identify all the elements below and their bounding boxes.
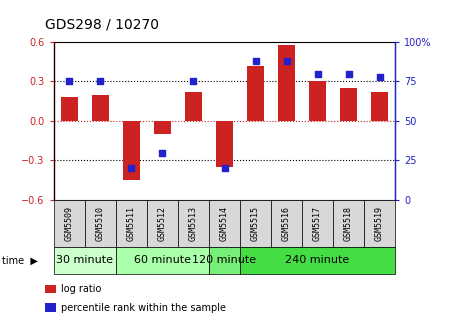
Text: 240 minute: 240 minute <box>286 255 350 265</box>
Text: GSM5515: GSM5515 <box>251 206 260 241</box>
Bar <box>209 200 240 247</box>
Bar <box>85 200 116 247</box>
Text: log ratio: log ratio <box>61 284 101 294</box>
Bar <box>240 200 271 247</box>
Point <box>221 166 228 171</box>
Bar <box>154 121 171 134</box>
Bar <box>92 95 109 121</box>
Text: GSM5514: GSM5514 <box>220 206 229 241</box>
Bar <box>302 200 333 247</box>
Point <box>97 79 104 84</box>
Bar <box>178 200 209 247</box>
Bar <box>271 200 302 247</box>
Bar <box>371 92 388 121</box>
Bar <box>123 121 140 180</box>
Text: GSM5510: GSM5510 <box>96 206 105 241</box>
Bar <box>278 45 295 121</box>
Bar <box>185 92 202 121</box>
Text: GSM5513: GSM5513 <box>189 206 198 241</box>
Bar <box>333 200 364 247</box>
Point <box>252 58 259 64</box>
Point <box>159 150 166 155</box>
Text: 120 minute: 120 minute <box>193 255 256 265</box>
Bar <box>116 200 147 247</box>
Point <box>128 166 135 171</box>
Point <box>345 71 352 76</box>
Bar <box>147 200 178 247</box>
Bar <box>54 200 85 247</box>
Bar <box>364 200 395 247</box>
Point <box>376 74 383 79</box>
Text: GDS298 / 10270: GDS298 / 10270 <box>45 18 159 32</box>
Bar <box>209 247 240 274</box>
Point <box>314 71 321 76</box>
Text: GSM5519: GSM5519 <box>375 206 384 241</box>
Bar <box>247 66 264 121</box>
Bar <box>61 97 78 121</box>
Bar <box>340 88 357 121</box>
Text: GSM5509: GSM5509 <box>65 206 74 241</box>
Point <box>283 58 290 64</box>
Text: GSM5512: GSM5512 <box>158 206 167 241</box>
Point <box>66 79 73 84</box>
Bar <box>309 82 326 121</box>
Bar <box>240 247 395 274</box>
Text: GSM5511: GSM5511 <box>127 206 136 241</box>
Bar <box>116 247 209 274</box>
Text: time  ▶: time ▶ <box>2 255 38 265</box>
Text: GSM5516: GSM5516 <box>282 206 291 241</box>
Text: GSM5518: GSM5518 <box>344 206 353 241</box>
Point <box>190 79 197 84</box>
Bar <box>54 247 116 274</box>
Text: GSM5517: GSM5517 <box>313 206 322 241</box>
Bar <box>216 121 233 167</box>
Text: 30 minute: 30 minute <box>57 255 114 265</box>
Text: percentile rank within the sample: percentile rank within the sample <box>61 303 225 313</box>
Text: 60 minute: 60 minute <box>134 255 191 265</box>
